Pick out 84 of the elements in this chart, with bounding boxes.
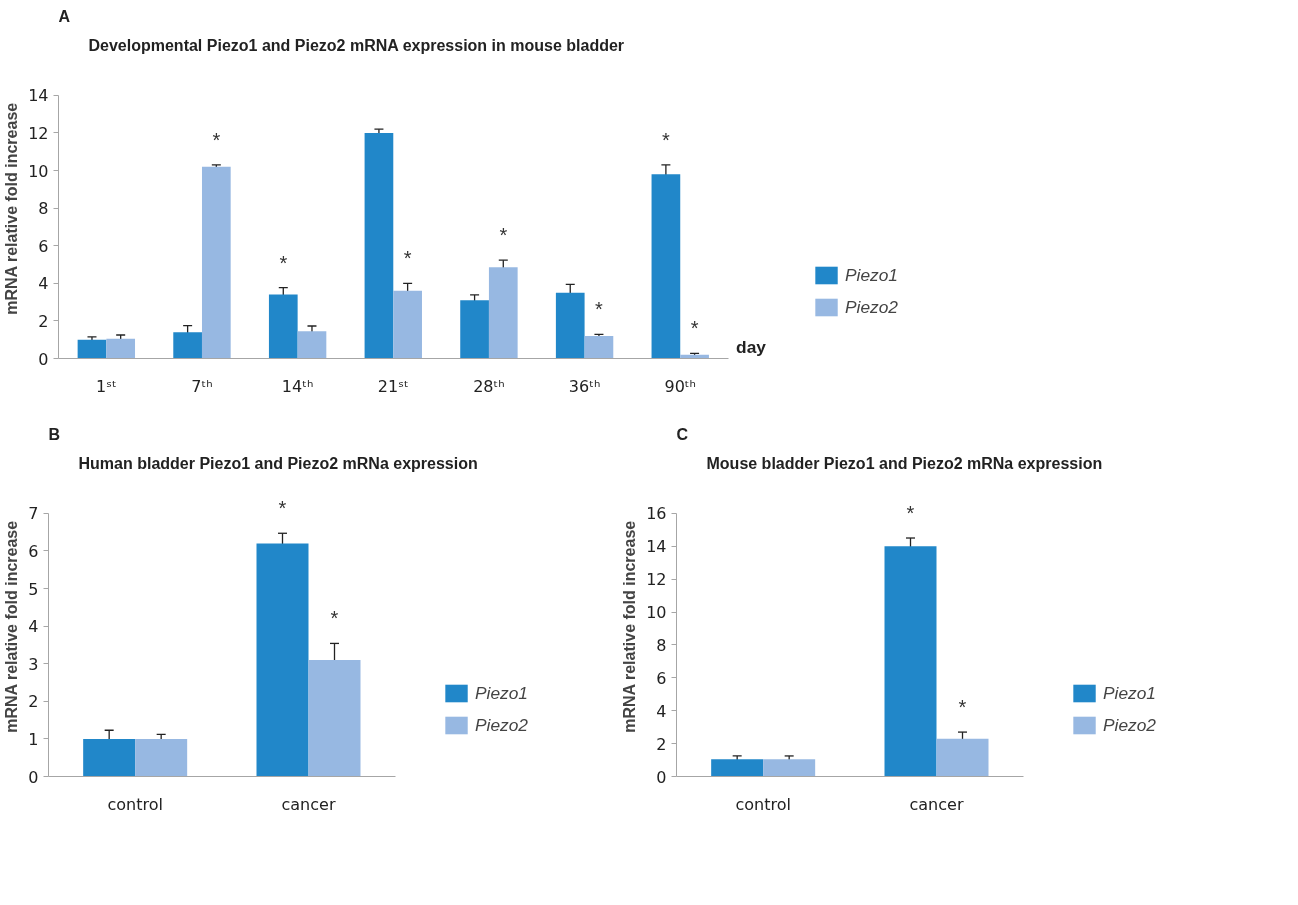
bar — [393, 290, 422, 359]
bar — [460, 300, 489, 359]
y-tick-label: 2 — [28, 692, 39, 712]
bar — [488, 267, 518, 359]
y-tick-label: 12 — [646, 570, 667, 590]
bar — [364, 132, 394, 359]
x-tick-label: 90ᵗʰ — [664, 376, 697, 396]
bar — [308, 659, 361, 777]
y-tick-label: 7 — [28, 504, 39, 524]
text: B — [48, 425, 61, 443]
bar — [201, 166, 231, 359]
y-tick-label: 6 — [38, 236, 49, 256]
x-tick-label: 1ˢᵗ — [95, 376, 117, 396]
y-axis-title: mRNA relative fold increase — [621, 520, 639, 733]
y-tick-label: 14 — [646, 537, 667, 557]
bar — [711, 759, 764, 777]
y-tick-label: 8 — [656, 635, 667, 655]
y-axis-title: mRNA relative fold increase — [3, 102, 21, 315]
data-label: * — [278, 497, 287, 520]
bar — [555, 292, 585, 359]
bar — [173, 332, 202, 359]
y-tick-label: 0 — [656, 767, 667, 787]
x-tick-label: 21ˢᵗ — [377, 376, 409, 396]
bar — [106, 338, 136, 359]
bar — [584, 335, 614, 359]
y-tick-label: 5 — [28, 579, 39, 599]
legend-label: Piezo1 — [1103, 682, 1156, 704]
y-tick-label: 0 — [38, 349, 49, 369]
y-tick-label: 4 — [38, 274, 49, 294]
data-label: * — [330, 607, 339, 630]
data-label: * — [279, 251, 288, 274]
chart-title: Human bladder Piezo1 and Piezo2 mRNa expression — [78, 454, 478, 472]
legend-label: Piezo2 — [1103, 714, 1156, 736]
y-tick-label: 6 — [656, 668, 667, 688]
y-tick-label: 10 — [28, 161, 49, 181]
x-tick-label: control — [107, 794, 163, 814]
legend-label: Piezo1 — [845, 264, 898, 286]
y-tick-label: 3 — [28, 654, 39, 674]
y-axis-title: mRNA relative fold increase — [3, 520, 21, 733]
y-tick-label: 14 — [28, 86, 49, 106]
text: C — [676, 425, 689, 443]
bar — [268, 294, 298, 359]
legend-label: Piezo2 — [845, 296, 898, 318]
bar — [763, 759, 816, 777]
data-label: * — [690, 317, 699, 340]
data-label: * — [499, 224, 508, 247]
y-tick-label: 4 — [28, 617, 39, 637]
x-tick-label: 28ᵗʰ — [473, 376, 505, 396]
y-tick-label: 4 — [656, 701, 667, 721]
y-tick-label: 12 — [28, 123, 49, 143]
y-tick-label: 2 — [38, 311, 49, 331]
data-label: * — [906, 502, 915, 525]
x-axis-title: day — [736, 336, 767, 357]
text: A — [58, 7, 71, 25]
legend-label: Piezo2 — [475, 714, 528, 736]
x-tick-label: cancer — [909, 794, 964, 814]
y-tick-label: 6 — [28, 541, 39, 561]
y-tick-label: 0 — [28, 767, 39, 787]
x-tick-label: control — [735, 794, 791, 814]
data-label: * — [212, 128, 221, 151]
bar — [936, 738, 989, 777]
bar — [884, 546, 937, 777]
data-label: * — [958, 696, 967, 719]
x-tick-label: 7ᵗʰ — [191, 376, 213, 396]
data-label: * — [662, 128, 670, 151]
bar — [77, 339, 107, 359]
bar — [256, 543, 309, 777]
x-tick-label: 14ᵗʰ — [281, 376, 314, 396]
y-tick-label: 8 — [38, 199, 49, 219]
y-tick-label: 2 — [656, 734, 667, 754]
x-tick-label: 36ᵗʰ — [568, 376, 601, 396]
bar — [297, 331, 327, 359]
chart-title: Developmental Piezo1 and Piezo2 mRNA expression in mouse bladder — [88, 36, 625, 54]
y-tick-label: 16 — [646, 504, 667, 524]
y-tick-label: 10 — [646, 603, 667, 623]
bar — [135, 738, 188, 777]
bar — [651, 174, 681, 359]
y-tick-label: 1 — [28, 729, 39, 749]
data-label: * — [403, 247, 412, 270]
legend-label: Piezo1 — [475, 682, 528, 704]
chart-title: Mouse bladder Piezo1 and Piezo2 mRNa expression — [706, 454, 1103, 472]
data-label: * — [595, 298, 604, 321]
bar — [83, 738, 136, 777]
x-tick-label: cancer — [281, 794, 336, 814]
